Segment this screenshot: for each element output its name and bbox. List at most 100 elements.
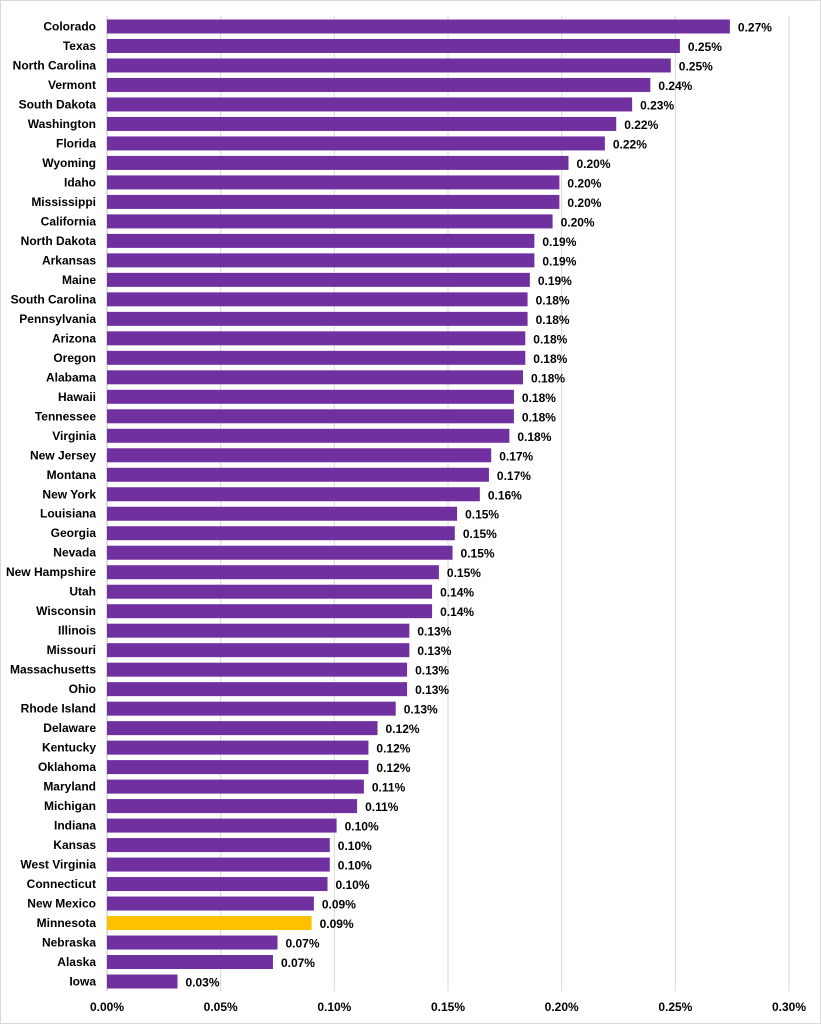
bar: [107, 545, 453, 560]
data-label: 0.18%: [536, 293, 570, 307]
data-label: 0.19%: [538, 274, 572, 288]
category-label: South Carolina: [11, 292, 97, 306]
data-label: 0.17%: [497, 469, 531, 483]
category-label: Arizona: [52, 331, 96, 345]
data-label: 0.13%: [404, 703, 438, 717]
x-tick-label: 0.10%: [317, 1000, 351, 1014]
category-label: Missouri: [47, 643, 96, 657]
data-label: 0.11%: [365, 800, 399, 814]
data-label: 0.19%: [542, 235, 576, 249]
data-label: 0.20%: [567, 176, 601, 190]
category-label: Idaho: [64, 175, 96, 189]
data-label: 0.18%: [533, 332, 567, 346]
bar: [107, 526, 455, 541]
data-label: 0.18%: [536, 313, 570, 327]
bars: [107, 19, 730, 989]
category-label: Utah: [69, 585, 96, 599]
data-label: 0.13%: [415, 664, 449, 678]
category-label: Alaska: [57, 955, 96, 969]
data-label: 0.22%: [624, 118, 658, 132]
x-tick-label: 0.30%: [772, 1000, 806, 1014]
category-label: Indiana: [54, 819, 96, 833]
bar: [107, 896, 314, 911]
bar: [107, 272, 530, 287]
bar: [107, 779, 364, 794]
category-label: Minnesota: [37, 916, 97, 930]
category-label: New Jersey: [30, 448, 96, 462]
category-label: Pennsylvania: [19, 312, 96, 326]
bar: [107, 916, 312, 931]
data-label: 0.15%: [447, 566, 481, 580]
category-label: Virginia: [52, 429, 96, 443]
category-label: Vermont: [48, 78, 96, 92]
category-label: Michigan: [44, 799, 96, 813]
data-label: 0.10%: [338, 839, 372, 853]
bar: [107, 214, 553, 229]
category-label: Nevada: [53, 546, 96, 560]
category-label: Oklahoma: [38, 760, 96, 774]
data-label: 0.18%: [517, 430, 551, 444]
bar: [107, 877, 328, 892]
data-label: 0.13%: [417, 644, 451, 658]
data-label: 0.20%: [567, 196, 601, 210]
bar: [107, 428, 510, 443]
category-label: North Dakota: [21, 234, 97, 248]
category-label: Alabama: [46, 370, 96, 384]
data-label: 0.15%: [463, 527, 497, 541]
bar: [107, 194, 560, 209]
labels: 0.00% 0.05% 0.10% 0.15% 0.20% 0.25% 0.30% Color…: [6, 20, 806, 1015]
data-label: 0.11%: [372, 781, 406, 795]
category-label: New Hampshire: [6, 565, 96, 579]
category-label: Arkansas: [42, 253, 96, 267]
data-label: 0.27%: [738, 21, 772, 35]
category-label: South Dakota: [19, 97, 97, 111]
data-label: 0.14%: [440, 586, 474, 600]
bar: [107, 77, 651, 92]
category-label: Illinois: [58, 624, 96, 638]
data-label: 0.15%: [461, 547, 495, 561]
data-label: 0.10%: [336, 878, 370, 892]
bar: [107, 448, 492, 463]
data-label: 0.20%: [576, 157, 610, 171]
bar: [107, 740, 369, 755]
category-label: Oregon: [53, 351, 96, 365]
bar: [107, 487, 480, 502]
category-label: Georgia: [51, 526, 97, 540]
bar: [107, 506, 458, 521]
category-label: Louisiana: [40, 507, 96, 521]
bar: [107, 857, 330, 872]
data-label: 0.07%: [281, 956, 315, 970]
category-label: Hawaii: [58, 390, 96, 404]
data-label: 0.09%: [322, 898, 356, 912]
bar: [107, 233, 535, 248]
data-label: 0.12%: [376, 742, 410, 756]
category-label: Montana: [47, 468, 97, 482]
data-label: 0.18%: [531, 371, 565, 385]
bar: [107, 623, 410, 638]
category-label: Maryland: [43, 780, 96, 794]
data-label: 0.07%: [286, 937, 320, 951]
bar: [107, 136, 605, 151]
data-label: 0.18%: [522, 410, 556, 424]
category-label: Iowa: [69, 975, 96, 989]
bar: [107, 116, 617, 131]
bar: [107, 662, 408, 677]
bar: [107, 175, 560, 190]
category-label: Nebraska: [42, 936, 96, 950]
bar: [107, 799, 358, 814]
data-label: 0.10%: [338, 859, 372, 873]
bar: [107, 292, 528, 307]
data-label: 0.25%: [679, 59, 713, 73]
data-label: 0.23%: [640, 98, 674, 112]
bar: [107, 58, 671, 73]
bar: [107, 701, 396, 716]
category-label: California: [41, 214, 97, 228]
bar: [107, 643, 410, 658]
category-label: Maine: [62, 273, 96, 287]
bar: [107, 253, 535, 268]
data-label: 0.17%: [499, 449, 533, 463]
bar: [107, 97, 633, 112]
category-label: Tennessee: [35, 409, 96, 423]
data-label: 0.16%: [488, 488, 522, 502]
